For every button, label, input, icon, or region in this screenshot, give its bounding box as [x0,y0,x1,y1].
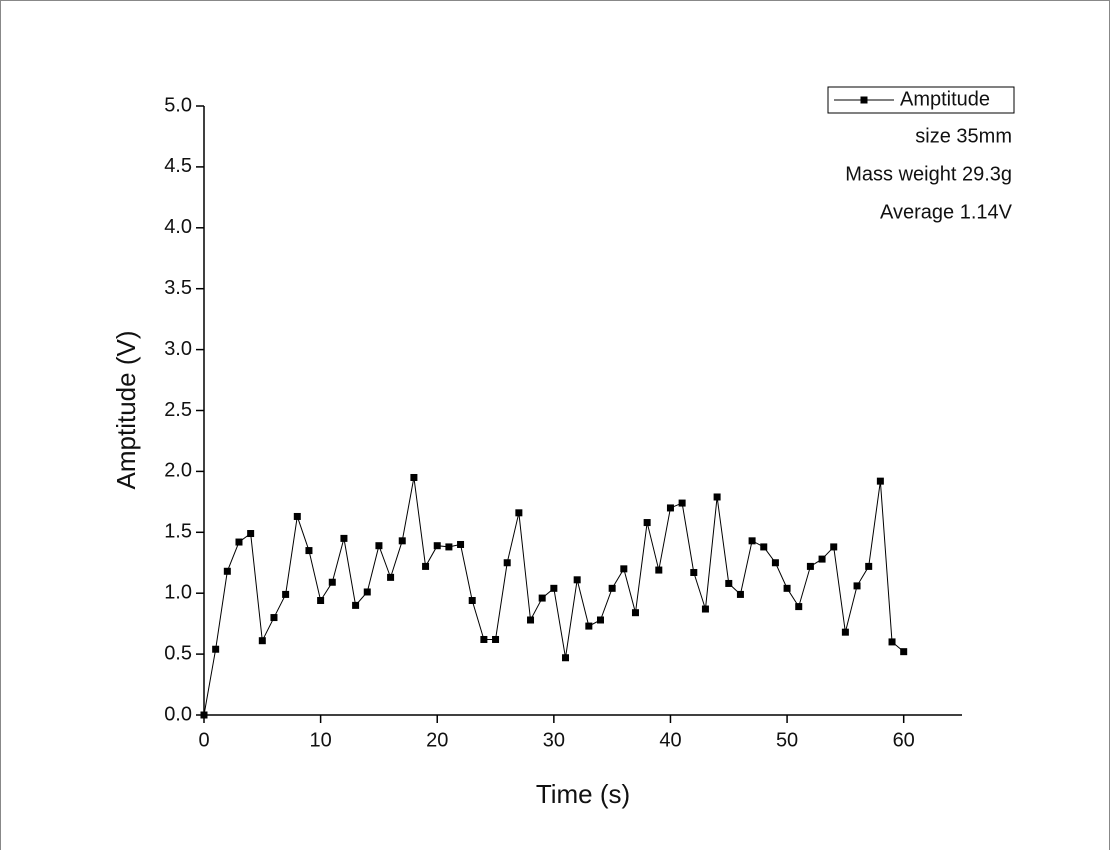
data-point [503,559,511,567]
data-point [223,567,231,575]
data-point [818,555,826,563]
y-tick-label: 0.0 [164,703,192,725]
data-point [305,547,313,555]
data-point [258,637,266,645]
data-point [830,543,838,551]
y-tick-label: 0.5 [164,642,192,664]
data-point [422,562,430,570]
data-point [678,499,686,507]
data-point [643,519,651,527]
x-tick-label: 30 [543,729,565,751]
x-tick-label: 20 [426,729,448,751]
y-axis-label: Amptitude (V) [111,331,141,490]
data-point [596,616,604,624]
y-tick-label: 4.5 [164,155,192,177]
y-tick-label: 3.5 [164,277,192,299]
data-point [538,594,546,602]
data-point [235,538,243,546]
data-point [293,512,301,520]
y-tick-label: 2.0 [164,460,192,482]
data-point [806,562,814,570]
data-point [328,578,336,586]
y-tick-label: 2.5 [164,399,192,421]
x-tick-label: 40 [659,729,681,751]
data-point [387,573,395,581]
data-point [748,537,756,545]
data-line [203,477,905,716]
data-point [900,648,908,656]
y-tick-label: 5.0 [164,94,192,116]
data-point [620,565,628,573]
data-point [433,542,441,550]
data-point [480,635,488,643]
data-point [865,562,873,570]
data-point [317,597,325,605]
x-tick-label: 10 [309,729,331,751]
data-point [212,645,220,653]
y-tick-label: 1.5 [164,521,192,543]
data-point [270,614,278,622]
legend-label: Amptitude [900,88,990,110]
data-point [608,584,616,592]
y-tick-label: 1.0 [164,581,192,603]
data-point [247,530,255,538]
x-tick-label: 50 [776,729,798,751]
data-point [771,559,779,567]
data-point [760,543,768,551]
data-point [352,601,360,609]
data-point [690,568,698,576]
data-point [713,493,721,501]
data-point [795,603,803,611]
data-point [562,654,570,662]
data-point [701,605,709,613]
data-point [888,638,896,646]
data-point [375,542,383,550]
data-point [783,584,791,592]
annotation: Mass weight 29.3g [845,163,1012,185]
data-point [655,566,663,574]
y-tick-label: 3.0 [164,338,192,360]
data-point [445,543,453,551]
data-point [340,534,348,542]
data-point [410,473,418,481]
data-point [457,540,465,548]
x-tick-label: 0 [198,729,209,751]
annotation: size 35mm [915,125,1012,147]
data-point [736,590,744,598]
data-point [666,504,674,512]
data-point [725,579,733,587]
data-point [363,588,371,596]
data-point [515,509,523,517]
annotation: Average 1.14V [880,201,1013,223]
legend-marker [860,96,868,104]
data-point [841,628,849,636]
data-point [398,537,406,545]
y-tick-label: 4.0 [164,216,192,238]
data-point [573,576,581,584]
data-point [468,597,476,605]
data-point [200,711,208,719]
data-point [527,616,535,624]
data-point [282,590,290,598]
data-point [631,609,639,617]
data-point [853,582,861,590]
data-point [492,635,500,643]
data-point [876,477,884,485]
x-axis-label: Time (s) [536,779,630,809]
data-point [585,622,593,630]
data-point [550,584,558,592]
x-tick-label: 60 [893,729,915,751]
